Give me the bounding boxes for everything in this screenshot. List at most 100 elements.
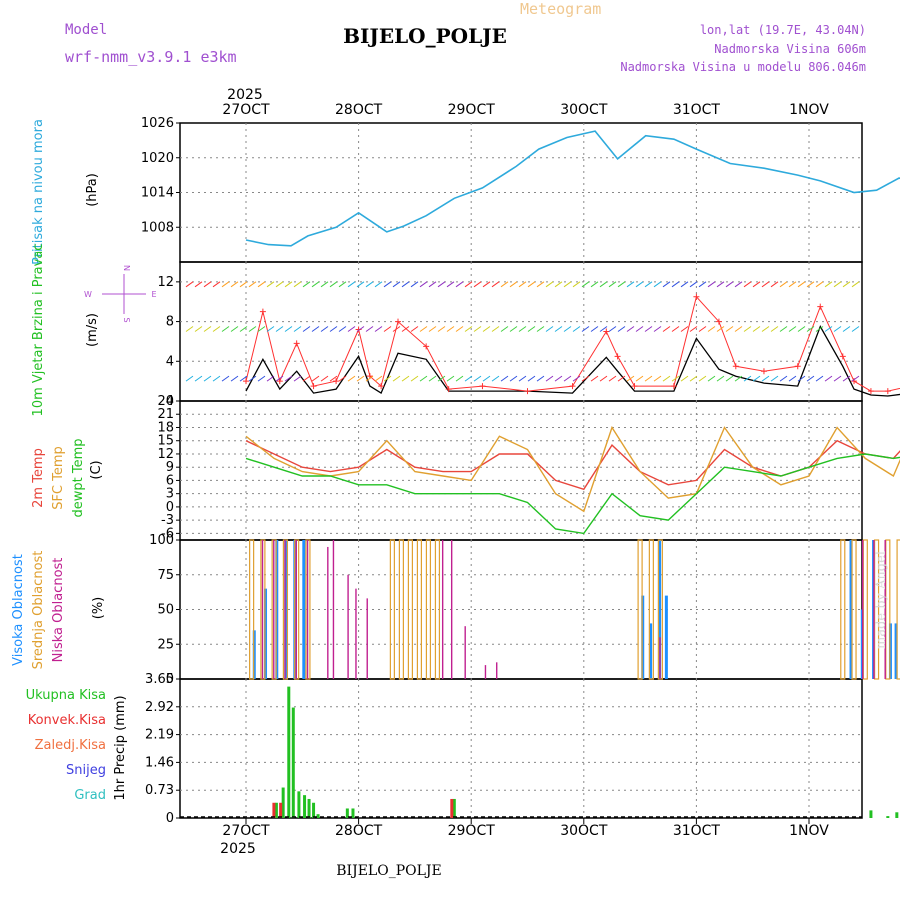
gust-marker (423, 343, 430, 350)
wind-arrow (221, 375, 230, 382)
cloud-mid-bar (896, 539, 900, 680)
date-label-bottom: 30OCT (560, 823, 608, 839)
wind-arrow (779, 281, 788, 288)
cloud-low-bar (347, 574, 349, 679)
ytick-label: 25 (157, 637, 174, 652)
wind-arrow (581, 281, 590, 288)
wind-arrow (698, 326, 707, 332)
wind-arrow (257, 281, 266, 288)
wind-arrow (464, 326, 473, 332)
wind-arrow (743, 326, 752, 332)
cloud-high-bar (849, 540, 853, 679)
wind-arrow (455, 375, 464, 382)
wind-arrow (824, 326, 833, 332)
wind-arrow (419, 375, 428, 382)
cloud-low-bar (306, 540, 309, 679)
wind-arrow (716, 281, 725, 288)
wind-arrow (815, 375, 824, 382)
wind-arrow (410, 375, 419, 382)
wind-arrow (293, 375, 302, 382)
wind-arrow (365, 375, 374, 382)
wind-arrow (734, 281, 743, 288)
panel-grids (180, 123, 862, 818)
wind-arrow (536, 281, 545, 288)
precip-total-bar (307, 798, 311, 818)
cloud-label-low: Niska Oblacnost (51, 558, 66, 663)
wind-arrow (680, 326, 689, 332)
wind-arrow (797, 375, 806, 382)
wind-arrow (347, 281, 356, 288)
wind-arrow (311, 375, 320, 382)
ytick-label: 2.19 (145, 728, 174, 743)
wind-arrow (635, 375, 644, 382)
wind-arrow (437, 281, 446, 288)
wind-arrow (491, 326, 500, 332)
cloud-low-bar (464, 626, 466, 679)
ytick-label: 50 (157, 603, 174, 618)
wind-arrow (266, 281, 275, 288)
wind-arrow (185, 375, 194, 382)
wind-arrow (752, 281, 761, 288)
cloud-label-mid: Srednja Oblacnost (31, 551, 46, 670)
wind-arrow (608, 326, 617, 332)
cloud-low-bar (327, 546, 329, 679)
gust-marker (479, 383, 486, 390)
precip-total-bar (316, 814, 320, 818)
ytick-label: 8 (166, 315, 174, 330)
cloud-low-bar (484, 665, 487, 679)
date-label-top: 29OCT (448, 102, 496, 118)
wind-arrow (401, 326, 410, 332)
precip-legend-conv: Konvek.Kisa (28, 713, 106, 728)
wind-arrow (428, 281, 437, 288)
date-label-top: 27OCT (222, 102, 270, 118)
ytick-label: 24 (157, 394, 174, 409)
ytick-label: 0 (166, 500, 174, 515)
wind-arrow (347, 326, 356, 332)
wind-arrow (779, 326, 788, 332)
precip-legend-total: Ukupna Kisa (26, 688, 106, 703)
wind-arrow (329, 375, 338, 382)
cloud-mid-bar (637, 539, 643, 680)
model-altitude: Nadmorska Visina u modelu 806.046m (620, 60, 866, 74)
gust-marker (631, 383, 638, 390)
wind-arrow (671, 281, 680, 288)
wind-arrow (518, 326, 527, 332)
wind-arrow (293, 281, 302, 288)
gust-marker (732, 363, 739, 370)
cloud-low-bar (261, 540, 264, 679)
wind-arrow (689, 326, 698, 332)
wind-arrow (842, 326, 851, 332)
wind-arrow (185, 326, 194, 332)
gust-marker (884, 388, 891, 395)
wind-panel (185, 281, 900, 397)
wind-arrow (410, 326, 419, 332)
pressure-label: Pritisak na nivou mora (31, 119, 46, 265)
gust-marker (276, 378, 283, 385)
wind-arrow (437, 375, 446, 382)
wind-arrow (752, 375, 761, 382)
wind-arrow (311, 326, 320, 332)
wind-arrow (554, 281, 563, 288)
wind-arrow (266, 326, 275, 332)
compass-e: E (151, 290, 156, 299)
wind-arrow (491, 281, 500, 288)
temp-label-sfc: SFC Temp (51, 446, 66, 510)
cloud-high-bar (284, 540, 288, 679)
wind-arrow (473, 375, 482, 382)
wind-arrow (239, 375, 248, 382)
wind-arrow (743, 375, 752, 382)
date-label-bottom: 28OCT (335, 823, 383, 839)
gust-marker (693, 293, 700, 300)
wind-arrow (653, 375, 662, 382)
wind-arrow (635, 326, 644, 332)
wind-arrow (698, 375, 707, 382)
cloud-high-bar (264, 588, 268, 679)
wind-arrow (428, 326, 437, 332)
wind-arrow (194, 326, 203, 332)
wind-arrow (617, 326, 626, 332)
wind-arrow (851, 281, 860, 288)
cloud-high-bar (894, 623, 898, 679)
ytick-label: 1026 (141, 116, 174, 131)
wind-arrow (644, 375, 653, 382)
wind-arrow (356, 375, 365, 382)
